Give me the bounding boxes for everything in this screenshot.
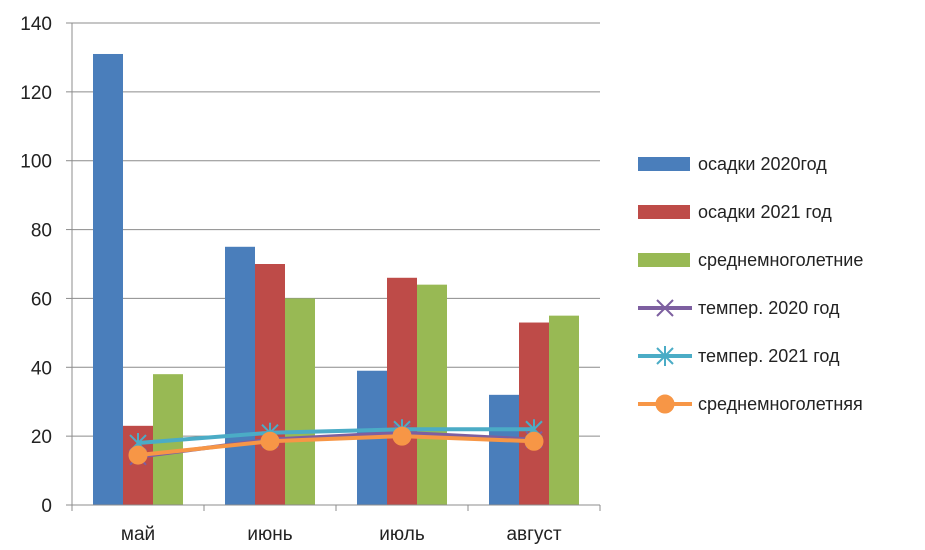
- legend-label: темпер. 2020 год: [698, 298, 840, 318]
- legend-label: осадки 2021 год: [698, 202, 832, 222]
- line-marker: [655, 394, 675, 414]
- legend-item: осадки 2021 год: [638, 202, 832, 222]
- line-marker: [128, 445, 148, 465]
- line-series: [128, 419, 544, 466]
- y-tick-label: 0: [41, 496, 52, 517]
- x-tick-label: июнь: [247, 524, 292, 545]
- series-line: [137, 427, 534, 445]
- bar: [387, 277, 417, 505]
- x-tick-labels: май июнь июль август: [121, 524, 562, 545]
- bar: [417, 284, 447, 505]
- series-line: [137, 434, 535, 458]
- line-marker: [524, 431, 544, 451]
- legend-label: среднемноголетняя: [698, 394, 863, 414]
- legend-label: среднемноголетние: [698, 250, 863, 270]
- y-tick-label: 40: [31, 358, 52, 379]
- bar: [285, 298, 315, 505]
- y-tick-label: 80: [31, 221, 52, 242]
- line-marker: [260, 431, 280, 451]
- y-tick-labels: 0 20 40 60 80 100 120 140: [20, 14, 52, 517]
- y-tick-label: 120: [20, 83, 52, 104]
- bars: [93, 53, 579, 506]
- legend-swatch: [638, 205, 690, 219]
- line-marker: [656, 299, 674, 317]
- bar: [93, 53, 123, 505]
- bar: [519, 322, 549, 505]
- legend-item: среднемноголетние: [638, 250, 863, 270]
- legend-swatch: [638, 253, 690, 267]
- y-tick-label: 60: [31, 289, 52, 310]
- legend-item: осадки 2020год: [638, 154, 827, 174]
- x-tick-label: май: [121, 524, 155, 545]
- y-tick-label: 20: [31, 427, 52, 448]
- y-tick-label: 100: [20, 152, 52, 173]
- y-tick-label: 140: [20, 14, 52, 35]
- legend: осадки 2020год осадки 2021 год среднемного…: [638, 154, 863, 414]
- legend-item: темпер. 2021 год: [638, 346, 840, 366]
- x-tick-label: август: [506, 524, 561, 545]
- line-marker: [656, 346, 674, 366]
- bar: [225, 246, 255, 506]
- bar: [489, 394, 519, 505]
- gridlines: [72, 22, 600, 437]
- bar: [255, 264, 285, 505]
- legend-label: темпер. 2021 год: [698, 346, 840, 366]
- legend-swatch: [638, 157, 690, 171]
- legend-item: темпер. 2020 год: [638, 298, 840, 318]
- bar: [549, 315, 579, 505]
- x-tick-label: июль: [379, 524, 425, 545]
- line-marker: [392, 426, 412, 446]
- legend-label: осадки 2020год: [698, 154, 827, 174]
- axes: [66, 22, 601, 511]
- legend-item: среднемноголетняя: [638, 394, 863, 414]
